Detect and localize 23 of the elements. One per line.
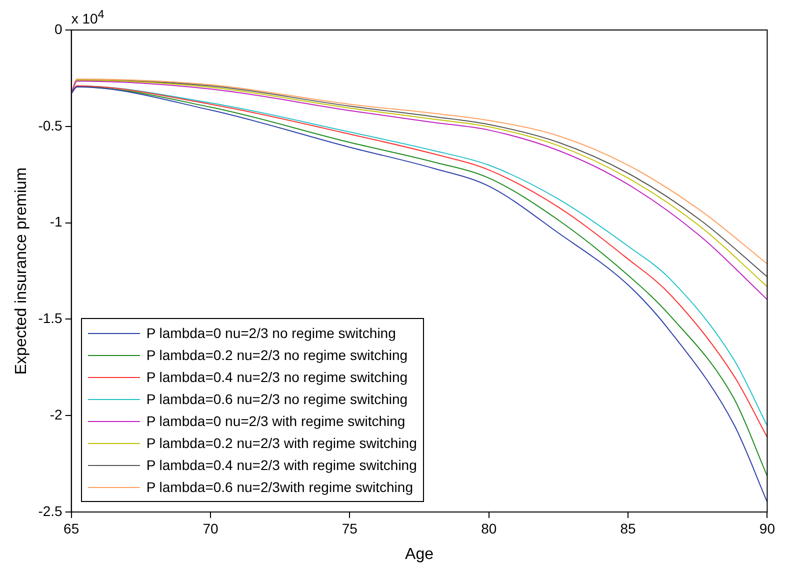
- x-tick-label: 85: [620, 520, 636, 536]
- legend-label: P lambda=0.2 nu=2/3 no regime switching: [146, 346, 408, 365]
- y-axis-title: Expected insurance premium: [13, 167, 30, 375]
- y-tick-label: -2: [50, 406, 63, 422]
- legend-label: P lambda=0 nu=2/3 no regime switching: [146, 324, 396, 343]
- y-tick-label: -2.5: [38, 502, 63, 519]
- x-axis-title: Age: [405, 546, 434, 563]
- y-tick-label: -1.5: [38, 310, 63, 326]
- x-tick-label: 90: [759, 520, 776, 536]
- y-tick-label: -1: [50, 214, 63, 230]
- y-tick-label: 0: [54, 20, 63, 37]
- legend-label: P lambda=0.4 nu=2/3 no regime switching: [146, 368, 408, 387]
- x-tick-label: 70: [202, 520, 218, 536]
- x-tick-label: 80: [481, 520, 497, 536]
- legend-label: P lambda=0.2 nu=2/3 with regime switching: [146, 434, 417, 453]
- legend-label: P lambda=0 nu=2/3 with regime switching: [146, 412, 406, 431]
- y-tick-label: -0.5: [38, 117, 63, 134]
- text: x 10$^{4}$: [71, 8, 104, 27]
- legend-label: P lambda=0.4 nu=2/3 with regime switching: [146, 456, 417, 475]
- x-tick-label: 75: [342, 520, 358, 536]
- legend-label: P lambda=0.6 nu=2/3with regime switching: [146, 478, 413, 497]
- x-tick-label: 65: [64, 520, 80, 536]
- legend-label: P lambda=0.6 nu=2/3 no regime switching: [146, 390, 408, 409]
